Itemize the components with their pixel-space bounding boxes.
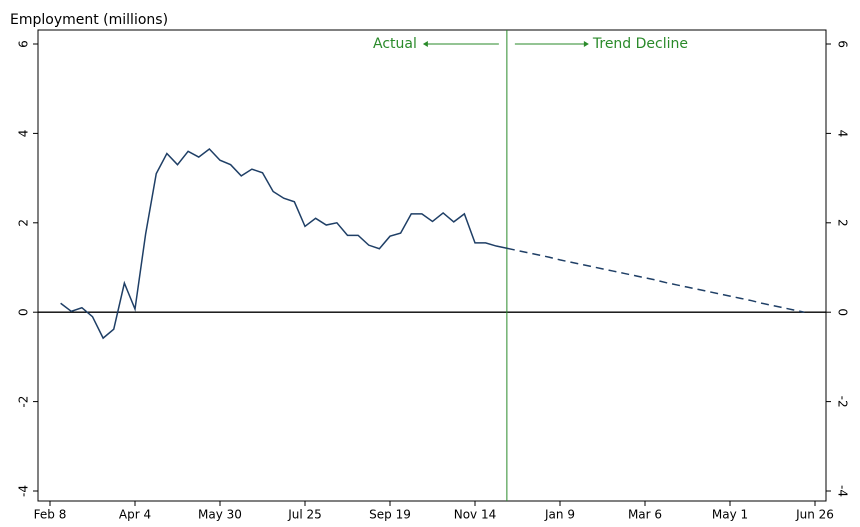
series-line bbox=[60, 148, 508, 340]
x-tick-label: Sep 19 bbox=[369, 508, 411, 522]
y-tick-label: -2 bbox=[17, 396, 31, 408]
annotation: Trend Decline bbox=[592, 36, 688, 52]
x-tick-label: May 30 bbox=[198, 508, 242, 522]
y-tick-label: 4 bbox=[17, 130, 31, 138]
y2-tick-label: -2 bbox=[836, 396, 850, 408]
y-tick-label: 6 bbox=[17, 40, 31, 48]
arrowhead bbox=[422, 41, 428, 47]
annotation: Actual bbox=[373, 36, 417, 52]
x-tick-label: Feb 8 bbox=[34, 508, 67, 522]
x-tick-label: Jun 26 bbox=[795, 508, 834, 522]
arrowhead bbox=[583, 41, 589, 47]
x-tick-label: Nov 14 bbox=[454, 508, 497, 522]
y2-tick-label: 2 bbox=[836, 219, 850, 227]
y2-tick-label: -4 bbox=[836, 485, 850, 497]
y-axis-title: Employment (millions) bbox=[10, 12, 168, 28]
x-tick-label: Mar 6 bbox=[628, 508, 662, 522]
y2-tick-label: 4 bbox=[836, 130, 850, 138]
x-tick-label: Jan 9 bbox=[544, 508, 575, 522]
series-line bbox=[506, 247, 805, 313]
x-tick-label: Apr 4 bbox=[119, 508, 151, 522]
y-tick-label: 2 bbox=[17, 219, 31, 227]
plot-frame bbox=[37, 29, 827, 502]
y2-tick-label: 0 bbox=[836, 308, 850, 316]
x-tick-label: May 1 bbox=[712, 508, 748, 522]
x-tick-label: Jul 25 bbox=[287, 508, 322, 522]
y-tick-label: -4 bbox=[17, 485, 31, 497]
y2-tick-label: 6 bbox=[836, 40, 850, 48]
y-tick-label: 0 bbox=[17, 308, 31, 316]
